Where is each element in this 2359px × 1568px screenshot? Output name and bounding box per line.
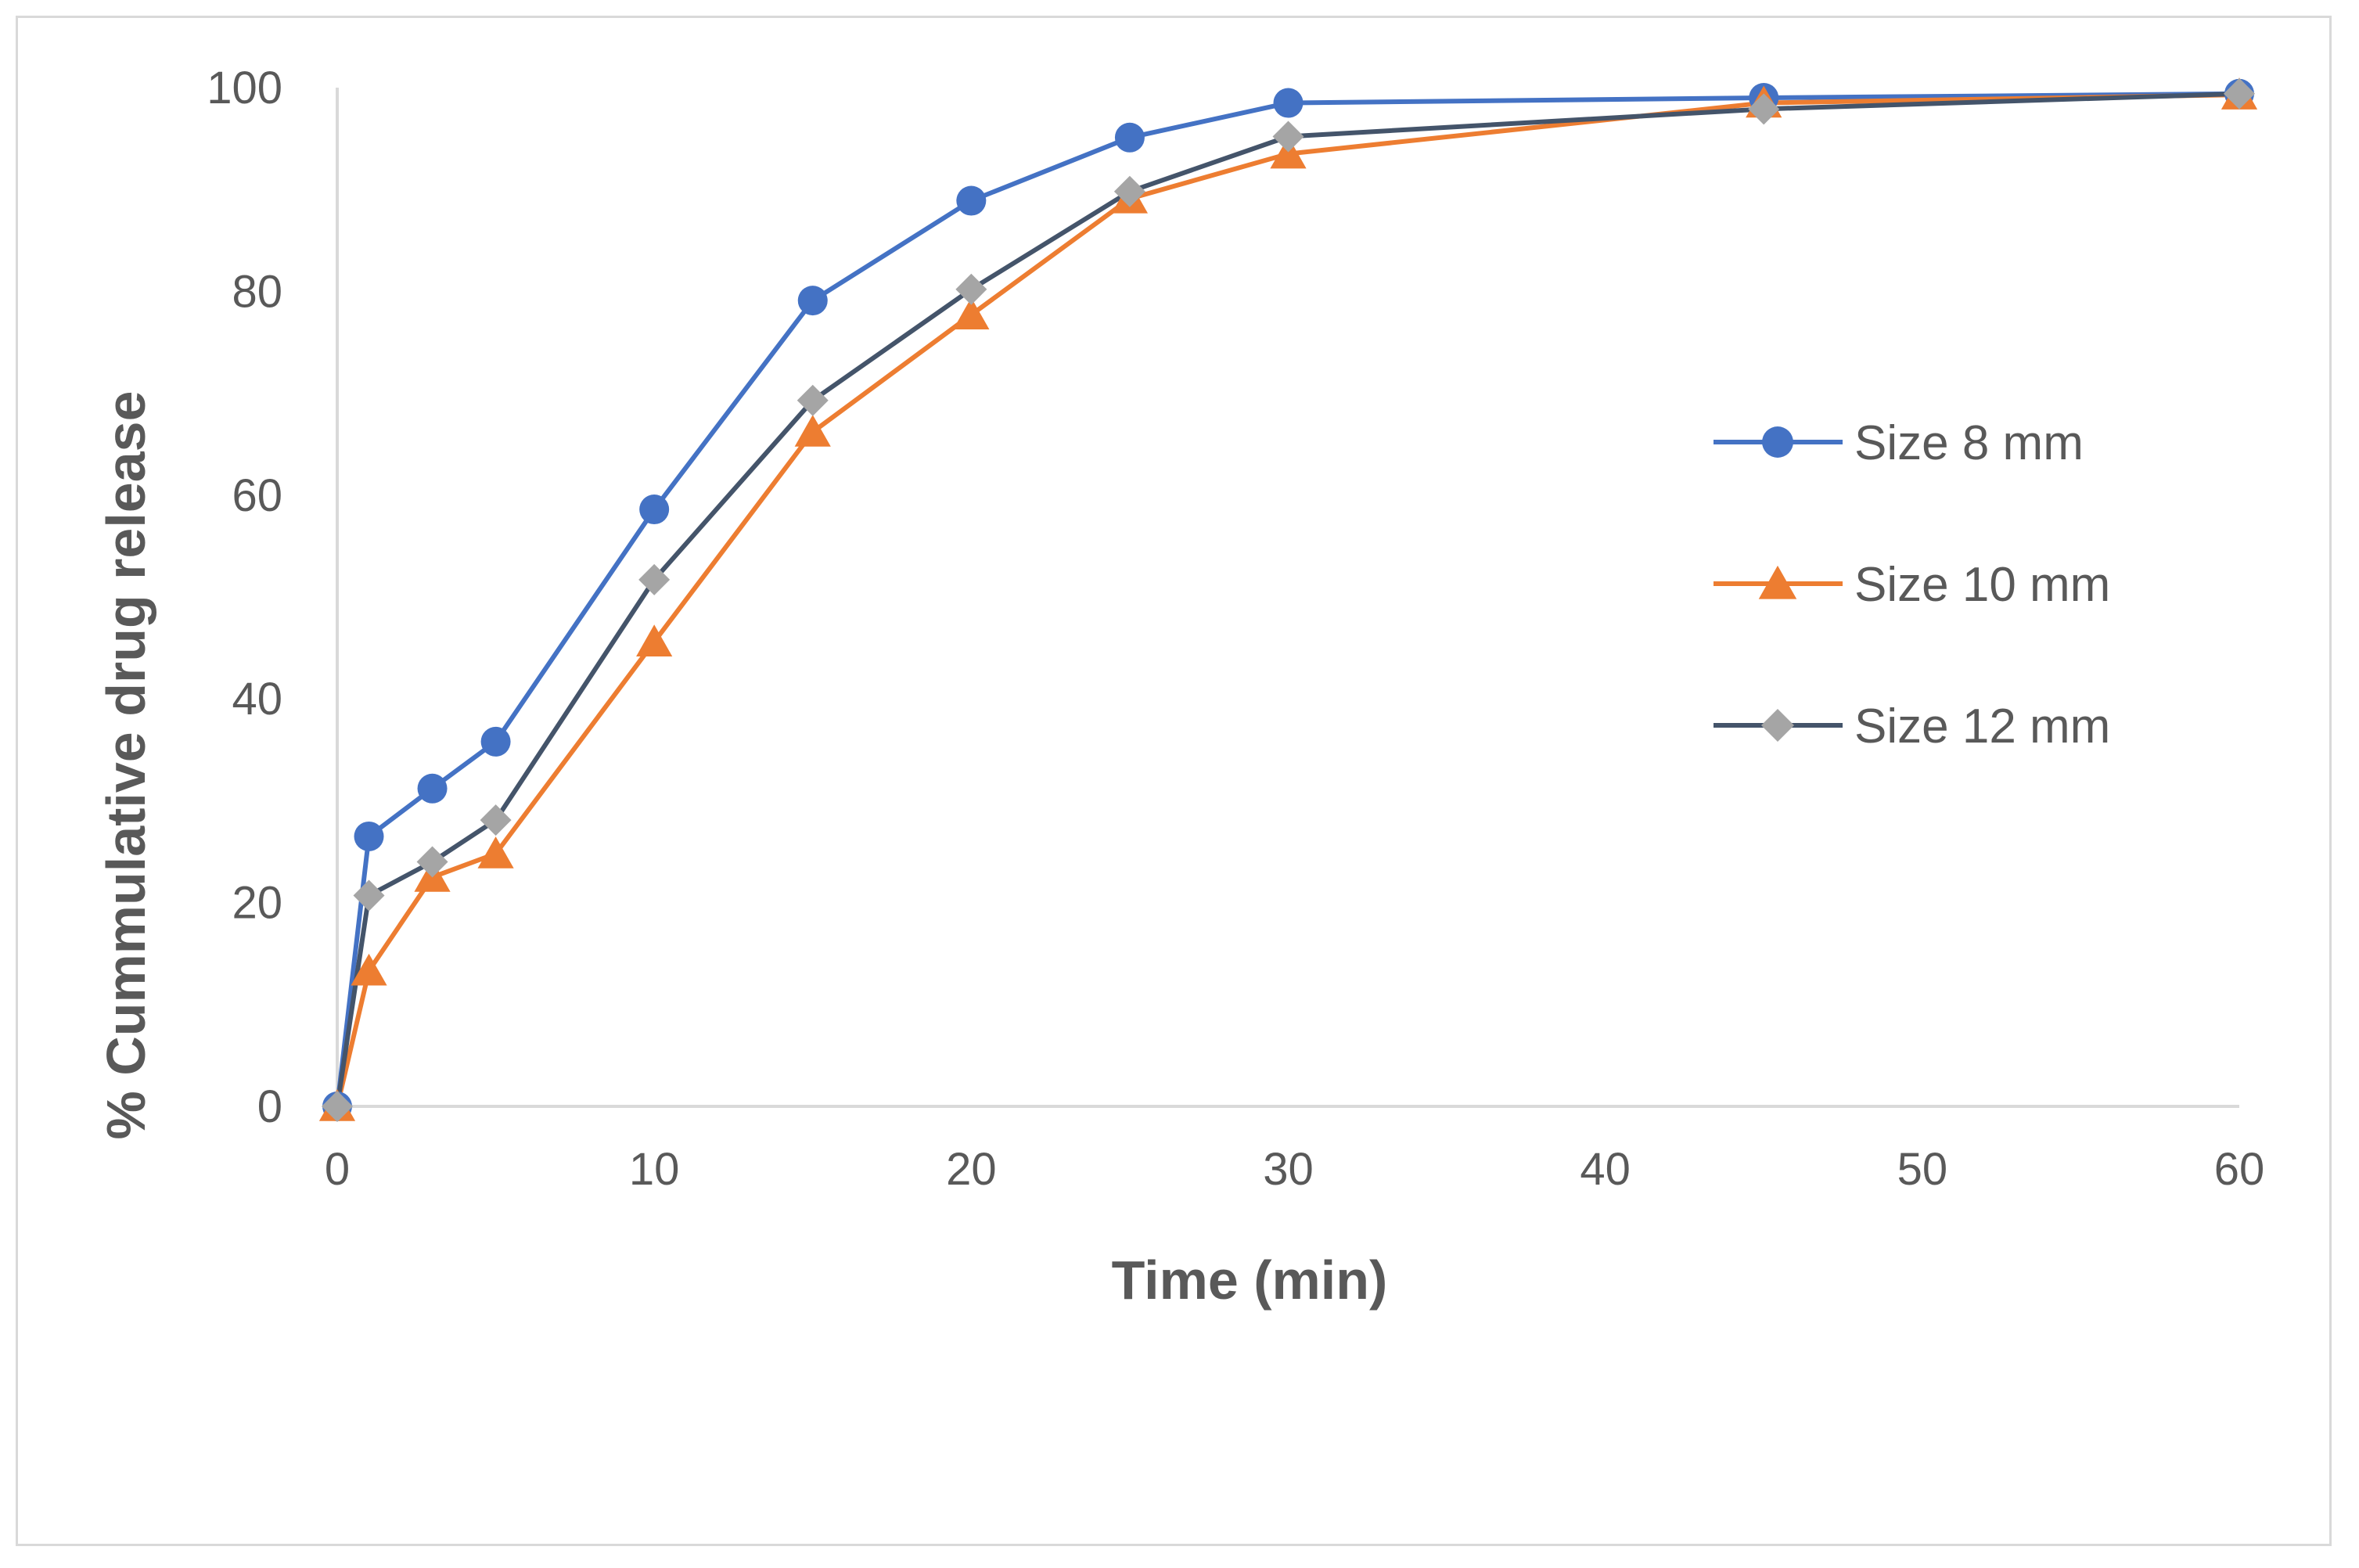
legend-label-size-12-mm: Size 12 mm	[1854, 699, 2110, 753]
x-tick-label: 20	[946, 1144, 997, 1195]
data-point-size-12-mm	[416, 846, 448, 878]
data-point-size-10-mm	[794, 415, 831, 447]
data-point-size-12-mm	[2224, 77, 2255, 110]
data-point-size-8-mm	[354, 821, 384, 851]
y-tick-label: 20	[232, 878, 282, 929]
axes: 0 10 20 30 40 50 60 0 20 40 60 80 100	[207, 63, 2264, 1195]
y-axis-title: % Cummulative drug release	[95, 391, 156, 1140]
legend-label-size-10-mm: Size 10 mm	[1854, 558, 2110, 612]
data-point-size-12-mm	[322, 1091, 353, 1122]
data-point-size-8-mm	[480, 726, 511, 757]
data-point-size-12-mm	[1113, 175, 1145, 207]
data-point-size-12-mm	[1272, 120, 1304, 153]
data-point-size-8-mm	[1273, 88, 1304, 118]
data-point-size-12-mm	[797, 384, 829, 416]
x-tick-label: 60	[2214, 1144, 2265, 1195]
data-point-size-8-mm	[956, 185, 987, 216]
chart-frame	[16, 16, 2332, 1546]
x-tick-label: 50	[1897, 1144, 1948, 1195]
x-tick-label: 10	[629, 1144, 680, 1195]
x-axis-title: Time (min)	[1112, 1250, 1388, 1311]
data-point-size-12-mm	[1748, 93, 1780, 125]
legend-marker-size-8-mm	[1762, 426, 1793, 458]
y-tick-label: 100	[207, 63, 282, 113]
legend-marker-size-12-mm	[1761, 709, 1794, 742]
data-point-size-10-mm	[351, 953, 387, 986]
data-point-size-8-mm	[1114, 122, 1145, 153]
data-point-size-8-mm	[797, 286, 828, 316]
data-point-size-12-mm	[638, 563, 671, 595]
data-point-size-10-mm	[477, 836, 514, 869]
data-point-size-10-mm	[953, 297, 990, 330]
data-point-size-12-mm	[480, 804, 512, 836]
y-tick-label: 0	[257, 1081, 282, 1132]
x-tick-label: 30	[1263, 1144, 1314, 1195]
x-tick-label: 40	[1580, 1144, 1631, 1195]
x-tick-label: 0	[325, 1144, 350, 1195]
y-tick-label: 60	[232, 470, 282, 521]
data-point-size-8-mm	[639, 494, 670, 525]
legend-label-size-8-mm: Size 8 mm	[1854, 416, 2084, 470]
data-point-size-12-mm	[955, 273, 987, 305]
data-point-size-10-mm	[636, 624, 673, 656]
data-point-size-8-mm	[417, 773, 448, 804]
data-point-size-12-mm	[353, 879, 385, 912]
legend-marker-size-10-mm	[1758, 565, 1797, 599]
legend: Size 8 mm Size 10 mm Size 12 mm	[1714, 416, 2110, 753]
data-point-size-10-mm	[1270, 136, 1307, 169]
series-markers	[318, 77, 2258, 1122]
y-tick-label: 40	[232, 674, 282, 725]
y-tick-label: 80	[232, 266, 282, 317]
